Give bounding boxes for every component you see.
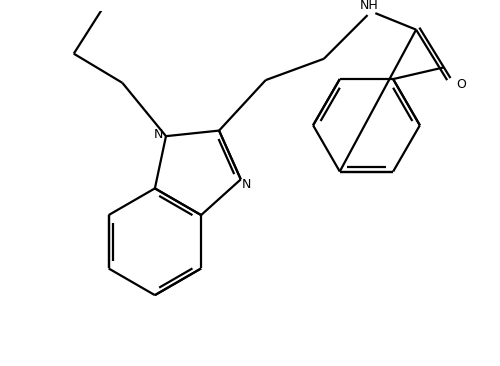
Text: O: O <box>456 78 466 90</box>
Text: N: N <box>154 128 163 141</box>
Text: N: N <box>242 178 252 191</box>
Text: NH: NH <box>360 0 379 12</box>
